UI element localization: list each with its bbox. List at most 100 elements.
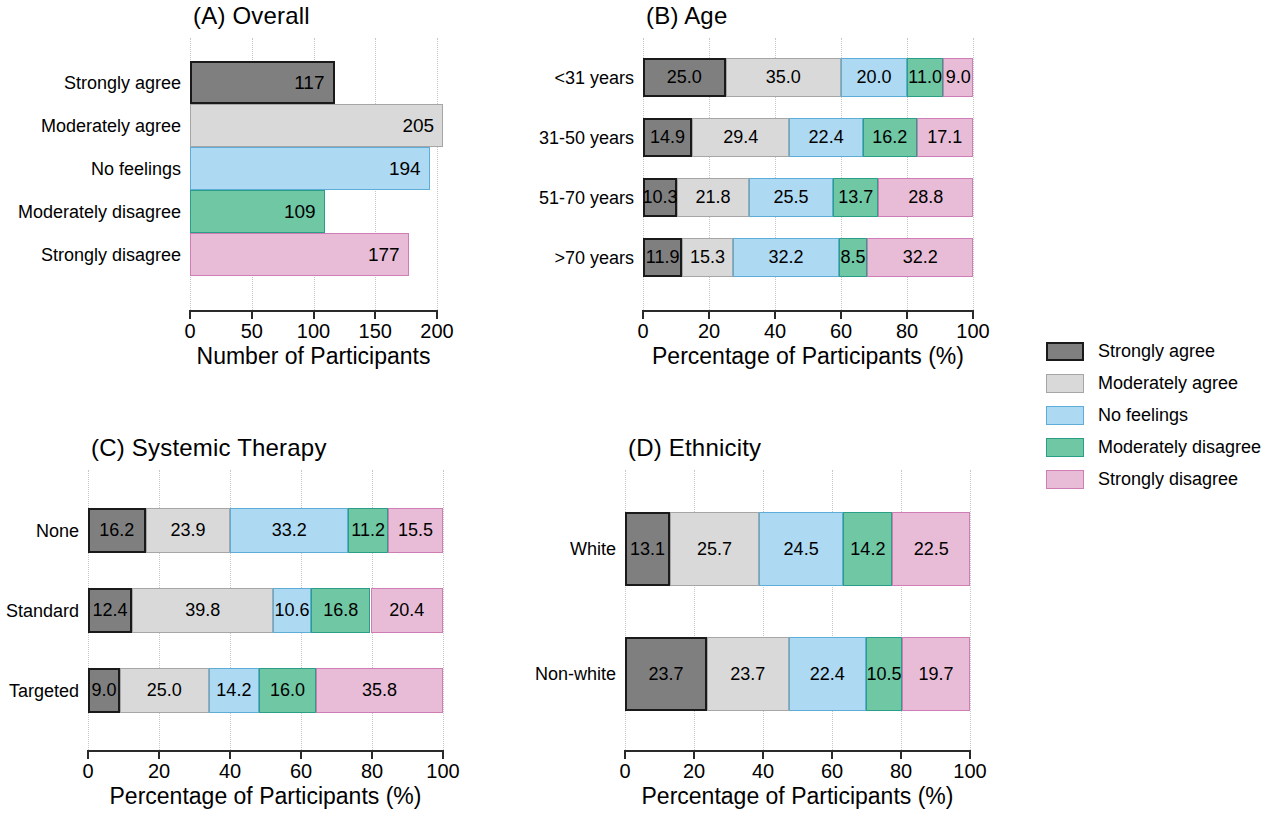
bar-value-label: 117 xyxy=(294,63,324,102)
bar-segment: 11.9 xyxy=(643,238,682,277)
axis-tick xyxy=(229,752,231,759)
bar-segment: 35.8 xyxy=(316,668,443,713)
axis-tick xyxy=(189,312,191,319)
axis-tick-label: 0 xyxy=(603,320,683,343)
gridline xyxy=(88,470,89,750)
panel-c-title: (C) Systemic Therapy xyxy=(91,434,327,462)
gridline xyxy=(443,470,444,750)
axis-tick-label: 60 xyxy=(801,320,881,343)
gridline xyxy=(301,470,302,750)
bar-segment: 9.0 xyxy=(943,58,973,97)
axis-tick-label: 20 xyxy=(654,760,734,783)
bar-segment: 25.0 xyxy=(643,58,726,97)
bar-value-label: 10.3 xyxy=(642,187,677,208)
bar-segment: 16.2 xyxy=(863,118,917,157)
category-label: White xyxy=(0,537,616,561)
category-label: No feelings xyxy=(0,157,181,181)
bar-value-label: 194 xyxy=(389,148,421,189)
gridline xyxy=(159,470,160,750)
bar-value-label: 25.5 xyxy=(773,187,808,208)
bar-value-label: 16.2 xyxy=(99,520,134,541)
bar-value-label: 39.8 xyxy=(185,600,220,621)
axis-tick xyxy=(624,752,626,759)
gridline xyxy=(643,38,644,310)
gridline xyxy=(901,470,902,750)
axis-tick xyxy=(840,312,842,319)
bar-value-label: 16.8 xyxy=(323,600,358,621)
axis-tick-label: 50 xyxy=(212,320,292,343)
category-label: Targeted xyxy=(0,679,79,703)
panel-a-title: (A) Overall xyxy=(193,2,310,30)
legend-label: Moderately disagree xyxy=(1098,437,1261,458)
bar-segment: 35.0 xyxy=(726,58,842,97)
axis-tick xyxy=(442,752,444,759)
bar-value-label: 32.2 xyxy=(903,247,938,268)
axis-tick-label: 80 xyxy=(861,760,941,783)
gridline xyxy=(314,38,315,310)
gridline xyxy=(709,38,710,310)
legend-label: Moderately agree xyxy=(1098,373,1238,394)
panel-d-title: (D) Ethnicity xyxy=(628,434,761,462)
bar-segment: 16.8 xyxy=(311,588,371,633)
legend-item: Moderately agree xyxy=(1046,373,1261,393)
bar-value-label: 11.9 xyxy=(646,247,680,268)
axis-tick-label: 200 xyxy=(397,320,477,343)
gridline xyxy=(973,38,974,310)
bar-value-label: 21.8 xyxy=(695,187,730,208)
panel-a-x-axis-label: Number of Participants xyxy=(197,343,431,370)
axis-tick-label: 0 xyxy=(585,760,665,783)
bar-value-label: 25.0 xyxy=(667,67,702,88)
bar-value-label: 20.0 xyxy=(856,67,891,88)
category-label: None xyxy=(0,519,79,543)
bar-value-label: 9.0 xyxy=(91,680,116,701)
bar-value-label: 23.7 xyxy=(730,664,765,685)
gridline xyxy=(775,38,776,310)
bar-segment: 23.9 xyxy=(146,508,231,553)
bar-segment: 32.2 xyxy=(867,238,973,277)
axis-tick xyxy=(969,752,971,759)
bar-segment: 13.7 xyxy=(833,178,878,217)
gridline xyxy=(372,470,373,750)
bar-segment: 15.3 xyxy=(682,238,733,277)
bar-segment: 20.0 xyxy=(841,58,907,97)
bar-value-label: 24.5 xyxy=(784,539,819,560)
axis-tick xyxy=(436,312,438,319)
bar-segment: 21.8 xyxy=(677,178,749,217)
bar-segment: 29.4 xyxy=(692,118,789,157)
bar: 117 xyxy=(190,61,335,104)
bar-segment: 9.0 xyxy=(88,668,120,713)
bar-segment: 32.2 xyxy=(733,238,839,277)
bar-value-label: 9.0 xyxy=(946,67,971,88)
gridline xyxy=(252,38,253,310)
axis-tick xyxy=(831,752,833,759)
bar-value-label: 10.5 xyxy=(866,664,901,685)
axis-tick xyxy=(313,312,315,319)
axis-tick xyxy=(371,752,373,759)
axis-tick xyxy=(972,312,974,319)
axis-tick-label: 100 xyxy=(274,320,354,343)
legend-swatch xyxy=(1046,470,1084,489)
axis-tick xyxy=(374,312,376,319)
axis-tick xyxy=(642,312,644,319)
panel-a-plot-area: 117205194109177 xyxy=(190,38,437,310)
axis-tick-label: 80 xyxy=(332,760,412,783)
bar-segment: 13.1 xyxy=(625,512,670,586)
bar-value-label: 14.2 xyxy=(216,680,251,701)
legend-label: Strongly disagree xyxy=(1098,469,1238,490)
category-label: >70 years xyxy=(0,246,634,270)
legend-item: Strongly disagree xyxy=(1046,469,1261,489)
bar-segment: 10.3 xyxy=(643,178,677,217)
bar-segment: 23.7 xyxy=(625,637,707,711)
bar-segment: 23.7 xyxy=(707,637,789,711)
axis-tick-label: 60 xyxy=(261,760,341,783)
x-axis-line xyxy=(189,310,438,312)
category-label: Strongly disagree xyxy=(0,243,181,267)
category-label: Moderately disagree xyxy=(0,200,181,224)
bar-value-label: 17.1 xyxy=(927,127,962,148)
bar-value-label: 205 xyxy=(402,105,434,146)
bar-segment: 10.6 xyxy=(273,588,311,633)
panel-d-plot-area: 13.125.724.514.222.523.723.722.410.519.7 xyxy=(625,470,970,750)
axis-tick xyxy=(158,752,160,759)
bar-segment: 25.7 xyxy=(670,512,759,586)
gridline xyxy=(437,38,438,310)
